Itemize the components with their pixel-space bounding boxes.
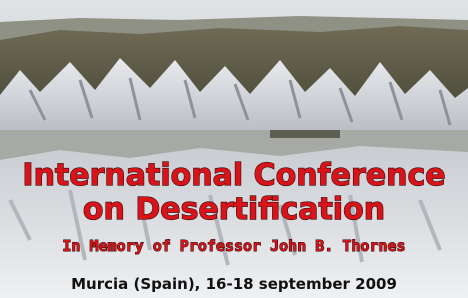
- location-date: Murcia (Spain), 16-18 september 2009: [71, 275, 397, 293]
- title-line-1: International Conference: [22, 158, 445, 193]
- dedication: In Memory of Professor John B. Thornes: [62, 237, 405, 255]
- banner: International Conference on Desertificat…: [0, 0, 468, 298]
- title-line-2: on Desertification: [83, 192, 385, 227]
